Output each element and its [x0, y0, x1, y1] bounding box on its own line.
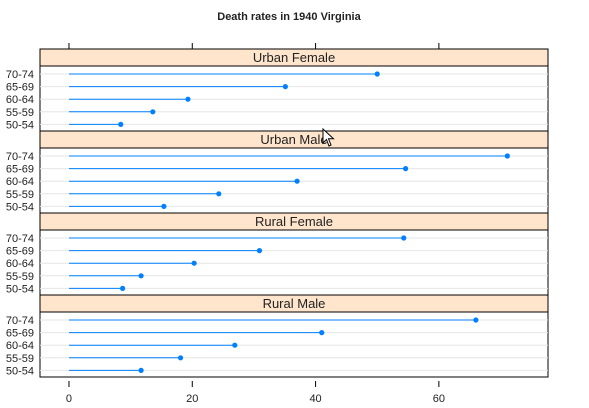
y-tick-label: 50-54 — [6, 365, 34, 377]
data-point — [232, 342, 238, 348]
data-point — [185, 96, 191, 102]
panel-frame — [39, 65, 549, 132]
data-point — [118, 121, 124, 127]
data-point — [401, 235, 407, 241]
y-tick-label: 55-59 — [6, 189, 34, 201]
y-tick-label: 50-54 — [6, 201, 34, 213]
x-tick-label: 20 — [186, 393, 198, 405]
y-tick-label: 60-64 — [6, 94, 34, 106]
x-tick-label: 40 — [309, 393, 321, 405]
x-tick-label: 60 — [433, 393, 445, 405]
y-tick-label: 55-59 — [6, 271, 34, 283]
data-point — [138, 367, 144, 373]
y-tick-label: 60-64 — [6, 340, 34, 352]
panels: Urban Female70-7465-6960-6455-5950-54Urb… — [6, 48, 549, 378]
y-tick-label: 50-54 — [6, 119, 34, 131]
data-point — [120, 285, 126, 291]
panel-strip-label: Rural Female — [255, 214, 333, 229]
y-tick-label: 65-69 — [6, 164, 34, 176]
x-axis: 0 20 40 60 — [66, 43, 445, 405]
y-tick-label: 65-69 — [6, 82, 34, 94]
data-point — [216, 191, 222, 197]
x-tick-label: 0 — [66, 393, 72, 405]
y-tick-label: 70-74 — [6, 233, 34, 245]
data-point — [319, 330, 325, 336]
data-point — [177, 355, 184, 361]
chart-title: Death rates in 1940 Virginia — [217, 11, 361, 23]
panel-frame — [39, 147, 549, 214]
y-tick-label: 60-64 — [6, 258, 34, 270]
y-tick-label: 55-59 — [6, 107, 34, 119]
data-point — [138, 273, 144, 279]
y-tick-label: 65-69 — [6, 246, 34, 258]
y-tick-label: 55-59 — [6, 353, 34, 365]
mouse-cursor-icon — [322, 128, 335, 147]
data-point — [256, 248, 263, 254]
data-point — [161, 203, 167, 209]
y-tick-label: 70-74 — [6, 315, 34, 327]
data-point — [191, 260, 197, 266]
data-point — [374, 71, 380, 77]
panel-frame — [39, 311, 549, 378]
data-point — [473, 317, 479, 323]
y-tick-label: 50-54 — [6, 283, 34, 295]
panel-frame — [39, 229, 549, 296]
y-tick-label: 60-64 — [6, 176, 34, 188]
panel-strip-label: Rural Male — [263, 296, 326, 311]
data-point — [294, 178, 300, 184]
data-point — [282, 84, 288, 90]
data-point — [402, 166, 409, 172]
data-point — [150, 109, 156, 115]
panel-strip-label: Urban Female — [253, 50, 335, 65]
y-tick-label: 70-74 — [6, 69, 34, 81]
y-tick-label: 70-74 — [6, 151, 34, 163]
panel-strip-label: Urban Male — [260, 132, 327, 147]
y-tick-label: 65-69 — [6, 328, 34, 340]
data-point — [504, 153, 510, 159]
